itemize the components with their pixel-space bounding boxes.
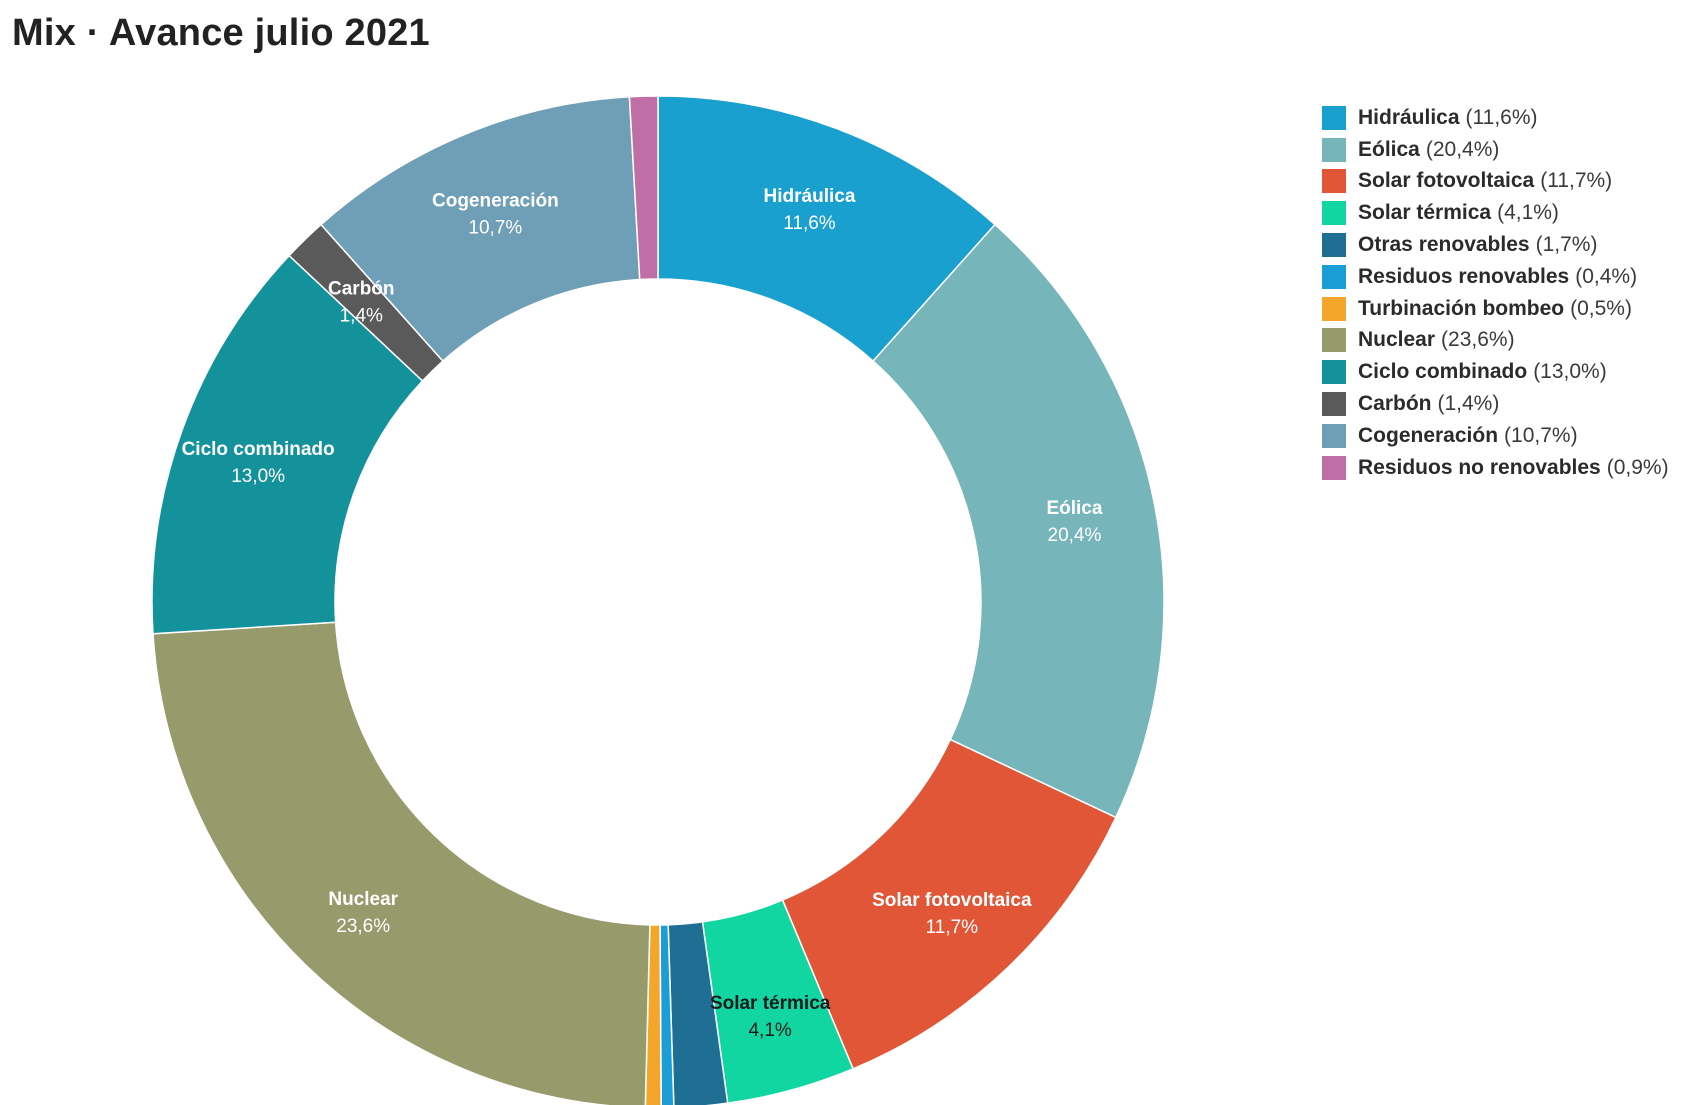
slice-nuclear[interactable]	[152, 621, 651, 1105]
slice-value-cogeneracion: 10,7%	[468, 217, 522, 238]
legend-label: Hidráulica	[1358, 105, 1460, 129]
slice-eolica[interactable]	[872, 223, 1165, 819]
legend-value: (4,1%)	[1497, 201, 1559, 225]
legend-item-hidraulica[interactable]: Hidráulica (11,6%)	[1322, 102, 1669, 134]
legend-item-solar-fotovoltaica[interactable]: Solar fotovoltaica (11,7%)	[1322, 166, 1669, 198]
legend-label: Nuclear	[1358, 328, 1436, 352]
legend-value: (0,5%)	[1570, 296, 1632, 320]
legend-item-solar-termica[interactable]: Solar térmica (4,1%)	[1322, 197, 1669, 229]
legend-label: Solar fotovoltaica	[1358, 169, 1535, 193]
legend-value: (1,7%)	[1535, 233, 1598, 257]
legend-label: Solar térmica	[1358, 201, 1492, 225]
legend-label: Otras renovables	[1358, 233, 1530, 257]
slice-label-nuclear: Nuclear	[328, 889, 398, 910]
slice-residuos-no-renovables[interactable]	[628, 95, 659, 281]
chart-title: Mix · Avance julio 2021	[12, 12, 430, 54]
slice-label-ciclo-combinado: Ciclo combinado	[182, 439, 335, 460]
slice-value-nuclear: 23,6%	[336, 916, 390, 937]
legend-swatch	[1322, 392, 1346, 417]
legend-label: Turbinación bombeo	[1358, 296, 1565, 320]
legend-item-carbon[interactable]: Carbón (1,4%)	[1322, 388, 1669, 420]
slice-value-ciclo-combinado: 13,0%	[231, 466, 285, 487]
slice-value-solar-fotovoltaica: 11,7%	[926, 917, 979, 938]
legend-value: (10,7%)	[1504, 423, 1578, 447]
legend-swatch	[1322, 169, 1346, 194]
slice-label-cogeneracion: Cogeneración	[432, 190, 559, 211]
donut-slices	[151, 95, 1165, 1105]
legend-swatch	[1322, 201, 1346, 226]
slice-label-eolica: Eólica	[1046, 498, 1102, 519]
legend-label: Residuos no renovables	[1358, 455, 1601, 479]
legend-label: Eólica	[1358, 137, 1420, 161]
slice-label-solar-termica: Solar térmica	[710, 993, 831, 1014]
legend-value: (11,7%)	[1540, 169, 1613, 193]
slice-label-hidraulica: Hidráulica	[764, 186, 856, 207]
legend-item-residuos-no-renovables[interactable]: Residuos no renovables (0,9%)	[1322, 452, 1669, 484]
legend-item-cogeneracion[interactable]: Cogeneración (10,7%)	[1322, 420, 1669, 452]
slice-label-solar-fotovoltaica: Solar fotovoltaica	[872, 890, 1032, 911]
slice-ciclo-combinado[interactable]	[151, 254, 424, 635]
legend-item-otras-renovables[interactable]: Otras renovables (1,7%)	[1322, 229, 1669, 261]
legend-value: (0,9%)	[1606, 455, 1669, 479]
slice-label-carbon: Carbón	[328, 279, 395, 300]
legend-item-turbinacion-bombeo[interactable]: Turbinación bombeo (0,5%)	[1322, 293, 1669, 325]
legend-swatch	[1322, 328, 1346, 353]
legend-label: Ciclo combinado	[1358, 360, 1528, 384]
slice-value-solar-termica: 4,1%	[748, 1020, 791, 1041]
slice-value-carbon: 1,4%	[340, 306, 383, 327]
legend-label: Cogeneración	[1358, 423, 1499, 447]
legend-item-eolica[interactable]: Eólica (20,4%)	[1322, 134, 1669, 166]
legend-swatch	[1322, 423, 1346, 448]
legend-label: Carbón	[1358, 392, 1432, 416]
legend-swatch	[1322, 264, 1346, 289]
legend-value: (20,4%)	[1425, 137, 1500, 161]
legend-item-ciclo-combinado[interactable]: Ciclo combinado (13,0%)	[1322, 356, 1669, 388]
legend-value: (23,6%)	[1441, 328, 1515, 352]
slice-value-eolica: 20,4%	[1048, 525, 1102, 546]
legend-swatch	[1322, 296, 1346, 321]
legend-item-nuclear[interactable]: Nuclear (23,6%)	[1322, 325, 1669, 357]
slice-value-hidraulica: 11,6%	[783, 213, 836, 234]
legend-item-residuos-renovables[interactable]: Residuos renovables (0,4%)	[1322, 261, 1669, 293]
legend: Hidráulica (11,6%) Eólica (20,4%) Solar foto…	[1322, 102, 1669, 484]
legend-value: (11,6%)	[1465, 105, 1538, 129]
legend-value: (1,4%)	[1437, 392, 1500, 416]
legend-swatch	[1322, 105, 1346, 130]
legend-swatch	[1322, 360, 1346, 385]
legend-swatch	[1322, 455, 1346, 480]
legend-value: (0,4%)	[1575, 264, 1638, 288]
legend-label: Residuos renovables	[1358, 264, 1570, 288]
legend-swatch	[1322, 137, 1346, 162]
legend-value: (13,0%)	[1533, 360, 1607, 384]
donut-labels: Hidráulica 11,6% Eólica 20,4% Solar fotovolt…	[182, 186, 1103, 1041]
legend-swatch	[1322, 233, 1346, 258]
